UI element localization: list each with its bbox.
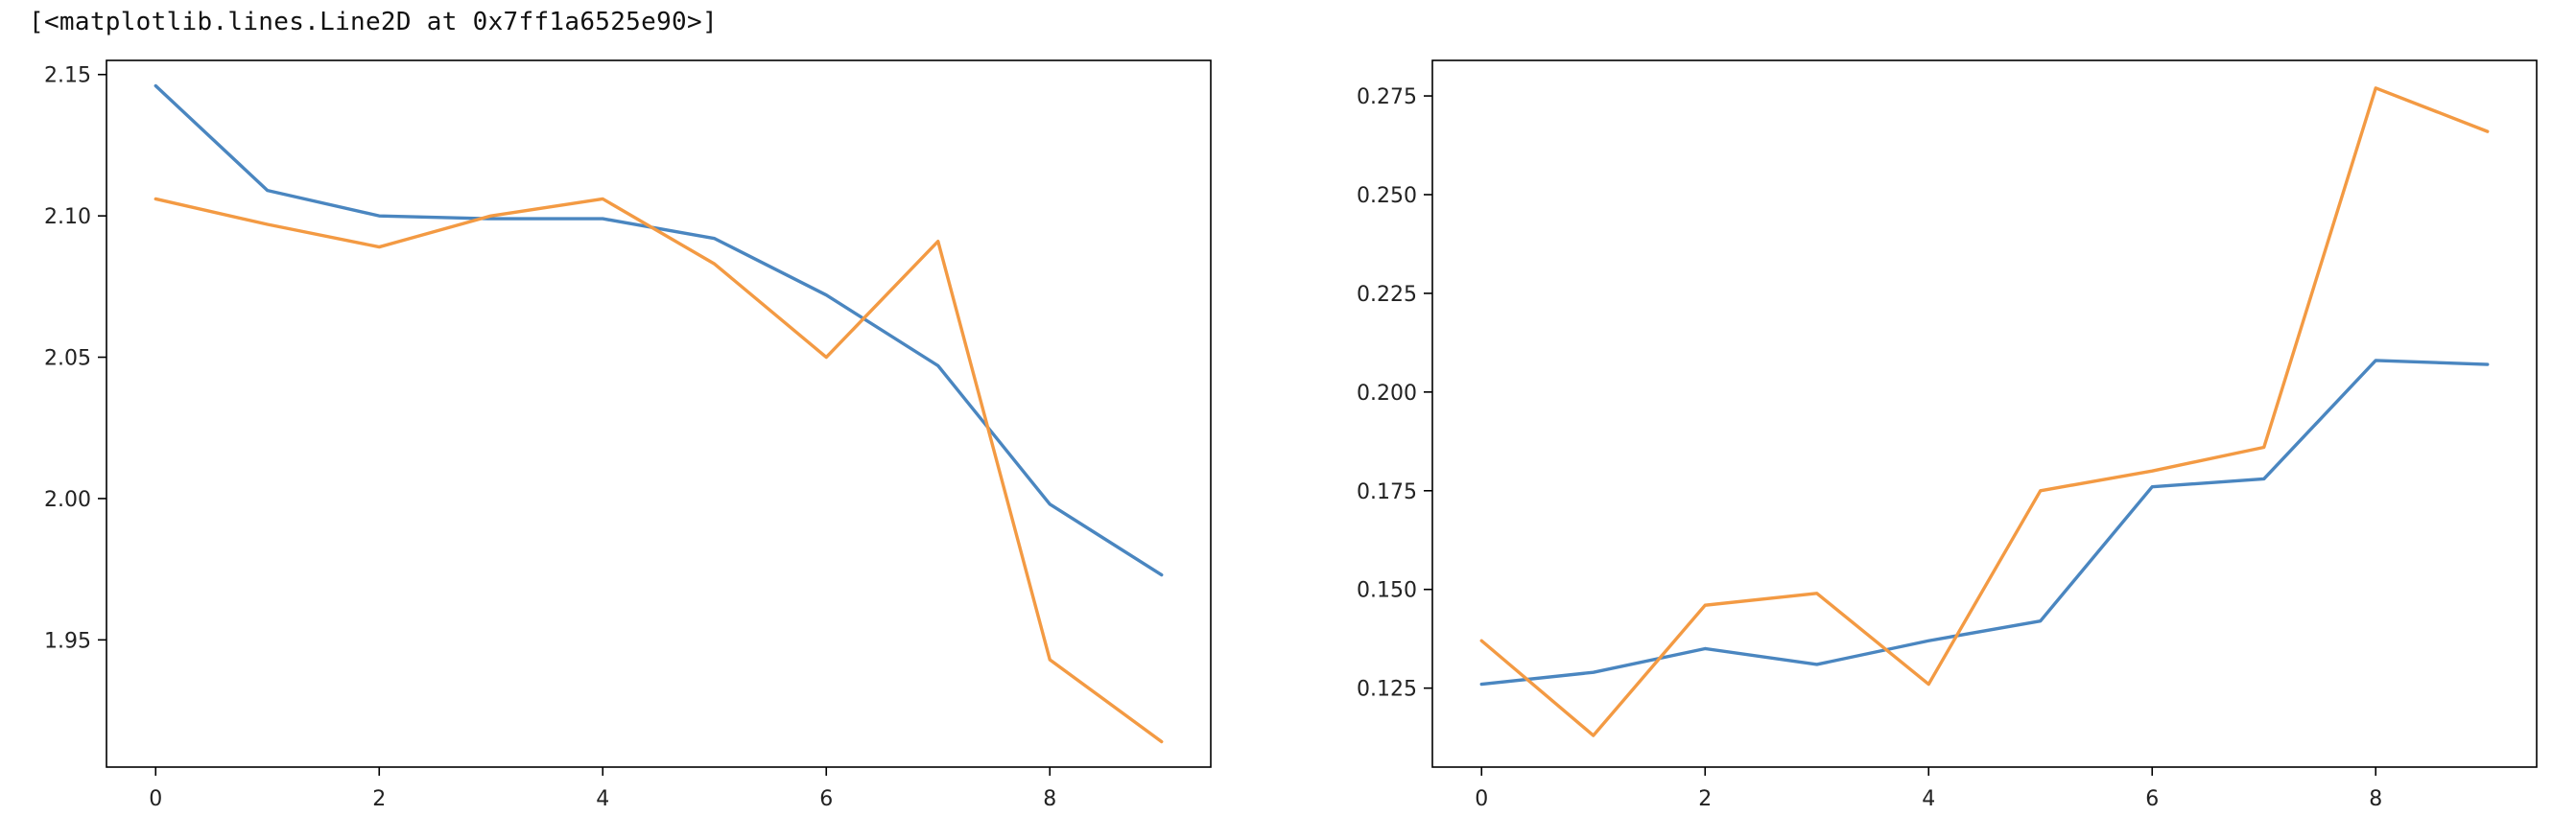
x-tick-label: 4 [596,787,609,811]
x-tick-label: 6 [2145,787,2159,811]
x-tick-label: 0 [1475,787,1488,811]
plot-frame [1431,59,2538,768]
x-tick-label: 4 [1922,787,1935,811]
series-line-1 [154,83,1164,577]
y-tick-label: 0.275 [1357,85,1417,109]
series-line-1 [1479,359,2490,687]
plot-frame [106,59,1212,768]
y-tick-label: 0.150 [1357,579,1417,603]
cell-output-text: [<matplotlib.lines.Line2D at 0x7ff1a6525… [29,8,718,36]
line-chart-left: 0 2 4 6 8 1.95 2.00 2.05 2.10 2.15 [44,59,1212,811]
series-line-2 [1479,86,2490,737]
y-tick-label: 0.200 [1357,382,1417,406]
line-chart-right: 0 2 4 6 8 0.125 0.150 0.175 0.200 0.225 0.250 0.275 [1357,59,2538,811]
y-tick-label: 2.00 [44,488,91,512]
x-tick-label: 8 [1043,787,1056,811]
y-tick-label: 0.250 [1357,184,1417,208]
series-line-2 [154,197,1164,744]
x-tick-label: 8 [2369,787,2382,811]
y-tick-label: 2.15 [44,64,91,88]
x-tick-label: 2 [372,787,386,811]
y-tick-label: 1.95 [44,629,91,653]
x-tick-label: 6 [819,787,833,811]
y-tick-label: 2.05 [44,347,91,371]
y-tick-label: 2.10 [44,205,91,229]
y-tick-label: 0.125 [1357,678,1417,702]
x-tick-label: 2 [1698,787,1712,811]
y-tick-label: 0.225 [1357,283,1417,307]
x-tick-label: 0 [149,787,162,811]
y-tick-label: 0.175 [1357,480,1417,504]
